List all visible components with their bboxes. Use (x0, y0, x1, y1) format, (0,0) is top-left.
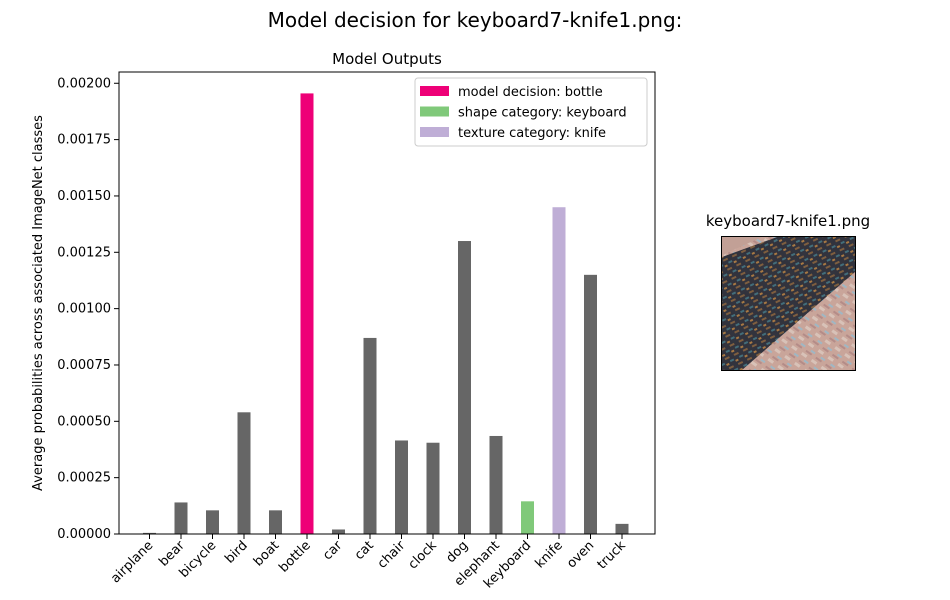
legend-swatch (420, 106, 449, 117)
bar-truck (615, 523, 629, 534)
x-tick-label: airplane (108, 538, 156, 586)
bar-bicycle (206, 510, 219, 534)
bar-knife (552, 207, 566, 534)
bar-airplane (143, 532, 156, 534)
bar-bird (237, 412, 251, 534)
x-tick-label: chair (375, 538, 409, 572)
chart-title: Model Outputs (332, 50, 442, 68)
thumbnail-title: keyboard7-knife1.png (705, 212, 871, 230)
bar-dog (458, 241, 471, 534)
plot-frame (118, 71, 656, 535)
x-tick-label: bird (222, 538, 250, 566)
y-axis: 0.00000 0.00025 0.00050 0.00075 0.00100 0.001… (57, 76, 119, 542)
y-tick-label: 0.00175 (57, 133, 111, 148)
y-tick-label: 0.00000 (57, 527, 111, 542)
stimulus-thumbnail (721, 236, 856, 371)
y-tick-label: 0.00100 (57, 302, 111, 317)
legend: model decision: bottle shape category: ke… (414, 77, 648, 147)
legend-swatch (420, 127, 449, 137)
figure-title: Model decision for keyboard7-knife1.png: (267, 8, 683, 32)
legend-label: model decision: bottle (458, 85, 603, 100)
bar-keyboard (521, 501, 534, 534)
y-tick-label: 0.00050 (57, 414, 111, 429)
x-tick-label: oven (564, 538, 597, 571)
x-tick-label: truck (595, 538, 630, 573)
bar-elephant (489, 435, 503, 534)
x-tick-label: cat (352, 538, 377, 563)
legend-label: shape category: keyboard (458, 106, 627, 121)
y-tick-label: 0.00200 (57, 76, 111, 91)
legend-label: texture category: knife (458, 126, 606, 141)
bar-chair (395, 440, 408, 534)
y-axis-label: Average probabilities across associated … (31, 115, 46, 491)
x-tick-label: knife (533, 538, 566, 571)
y-tick-label: 0.00150 (57, 189, 111, 204)
y-tick-label: 0.00025 (57, 471, 111, 486)
x-tick-label: car (320, 538, 346, 564)
y-tick-label: 0.00075 (57, 358, 111, 373)
y-tick-label: 0.00125 (57, 245, 111, 260)
x-tick-label: clock (406, 538, 441, 573)
legend-box (414, 77, 648, 147)
bar-clock (426, 442, 440, 534)
bar-oven (584, 274, 597, 534)
bar-cat (363, 337, 377, 534)
x-tick-label: bottle (276, 538, 313, 575)
bar-bear (174, 502, 188, 534)
bar-bottle (300, 93, 314, 534)
bar-boat (269, 510, 282, 534)
bars (143, 93, 629, 534)
bar-car (332, 529, 345, 534)
legend-swatch (420, 86, 449, 96)
